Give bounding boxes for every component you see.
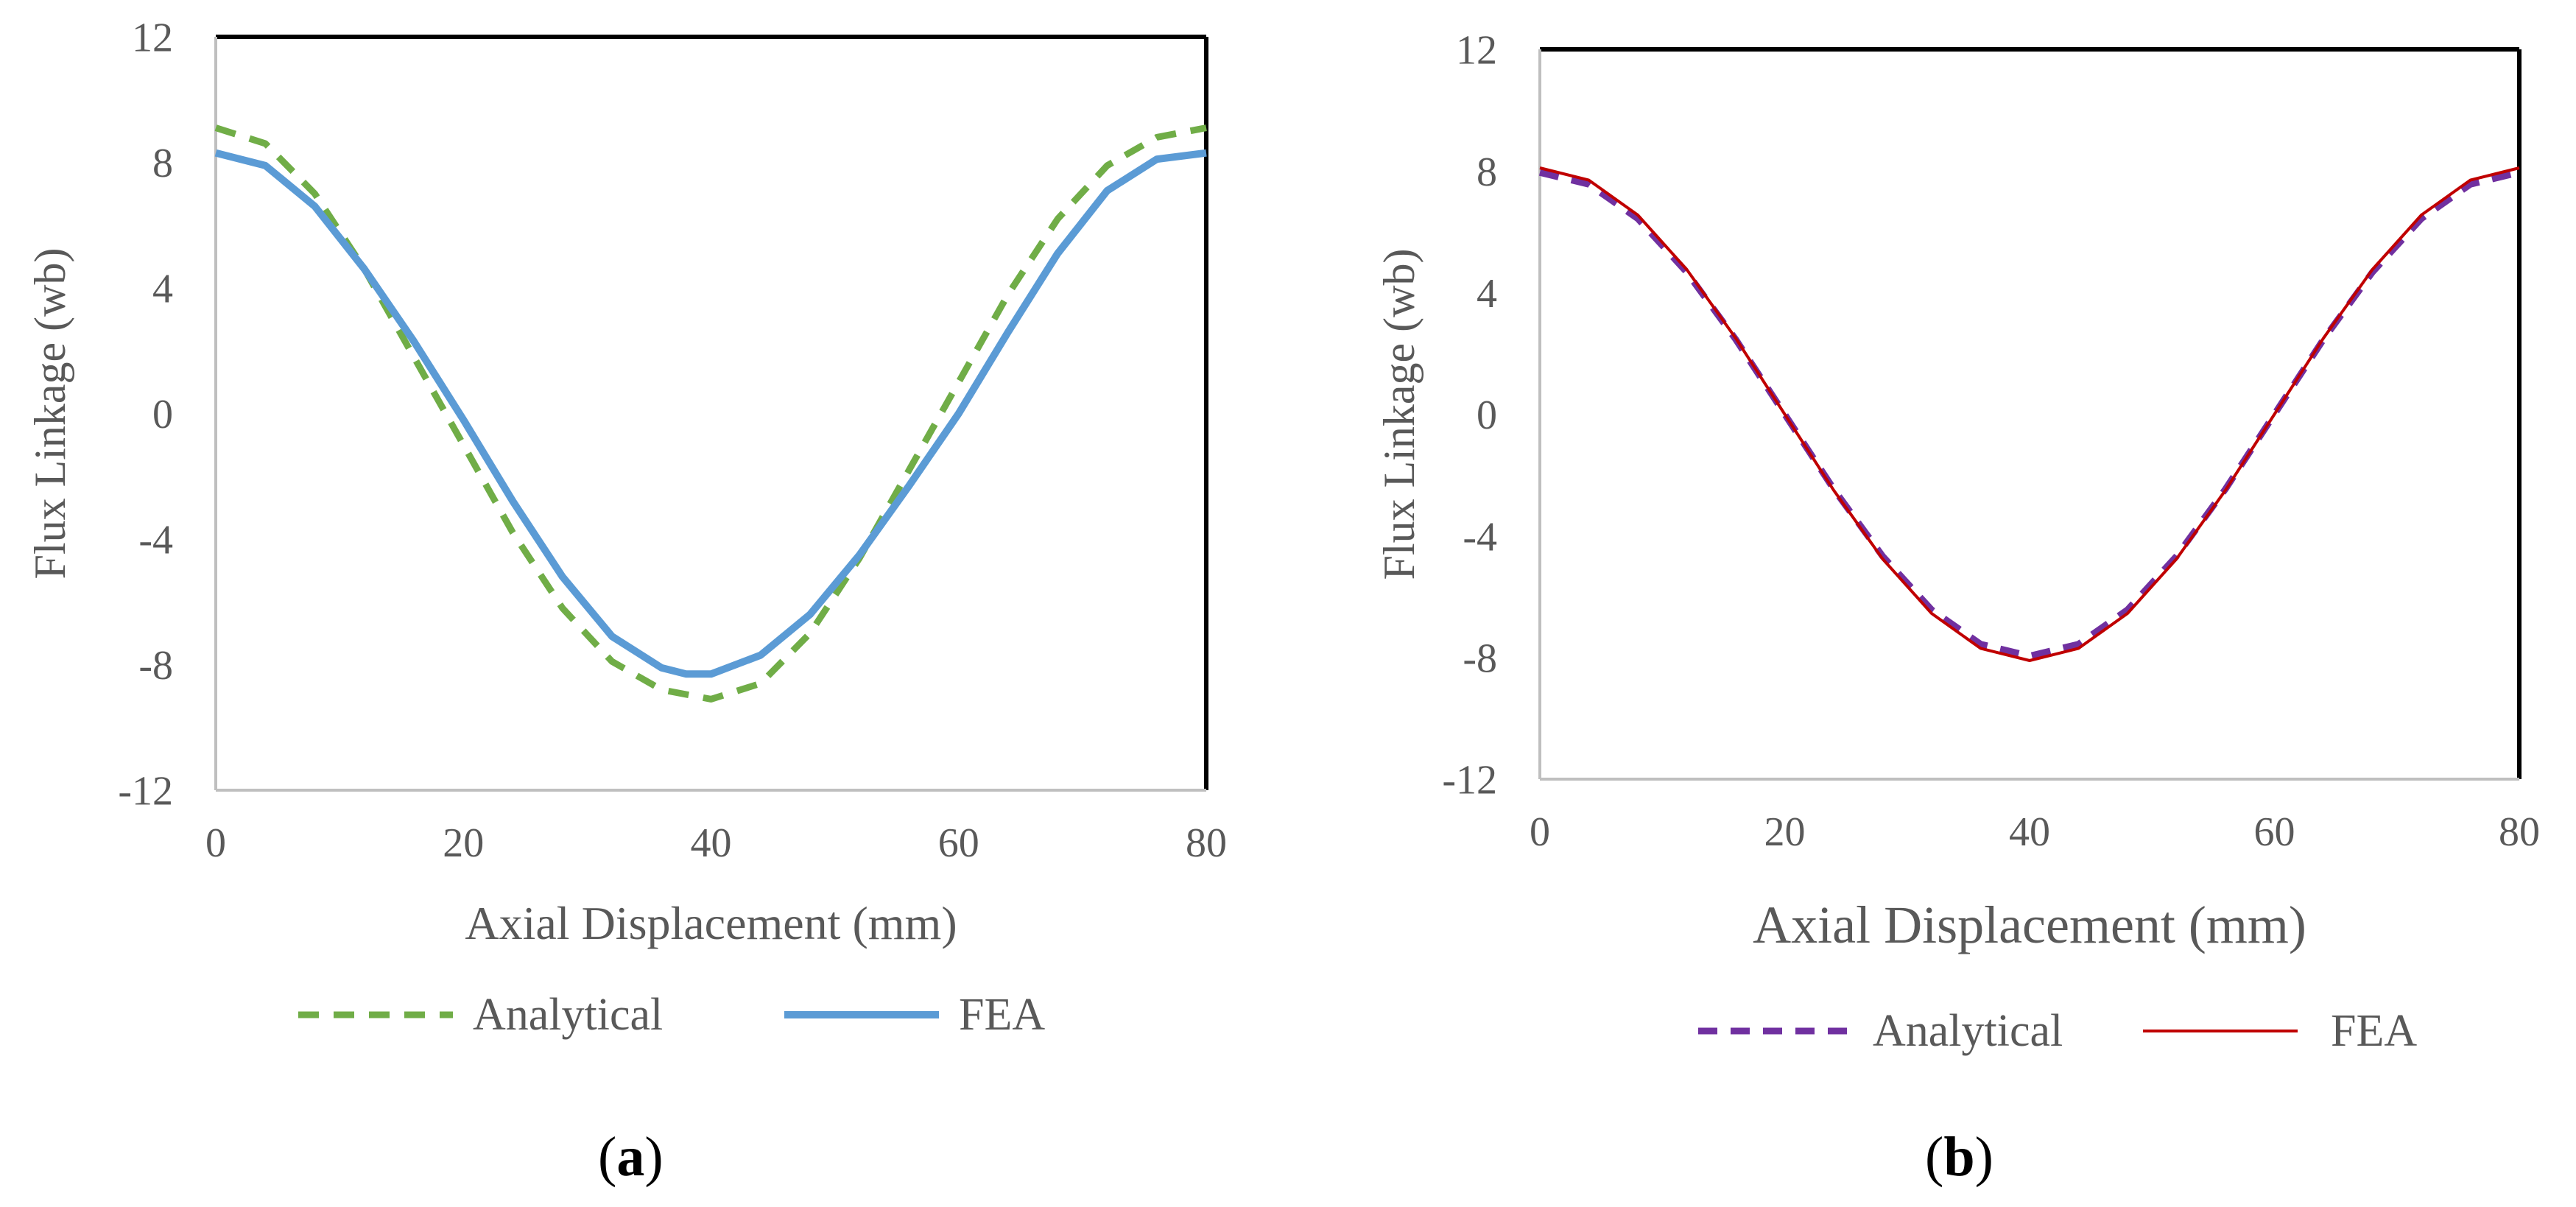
series-line-analytical xyxy=(1538,169,2521,660)
chart-a: -12 -8 -4 0 4 8 12 0 20 40 60 80 Axial Displacement … xyxy=(26,15,1227,1040)
x-tick-label: 20 xyxy=(1764,809,1806,855)
y-tick-label: -8 xyxy=(138,643,173,689)
y-tick-label: -12 xyxy=(1442,758,1497,803)
y-tick-label: 0 xyxy=(1477,393,1497,438)
legend-label-fea: FEA xyxy=(959,990,1045,1040)
x-tick-label: 60 xyxy=(938,820,979,866)
x-tick-label: 0 xyxy=(205,820,226,866)
panel-label-b: (b) xyxy=(1925,1126,1993,1188)
series-line-fea xyxy=(1539,166,2520,662)
y-tick-label: 4 xyxy=(1477,271,1497,317)
y-tick-label: 4 xyxy=(152,267,173,312)
y-tick-label: 12 xyxy=(1456,28,1497,74)
y-axis-title: Flux Linkage (wb) xyxy=(26,248,74,580)
y-tick-label: -4 xyxy=(1463,514,1497,560)
series-line-analytical xyxy=(214,124,1207,703)
y-tick-label: -12 xyxy=(118,769,173,814)
x-tick-label: 80 xyxy=(1186,820,1227,866)
y-tick-label: -4 xyxy=(138,518,173,563)
x-tick-label: 0 xyxy=(1530,809,1550,855)
x-tick-label: 20 xyxy=(443,820,484,866)
x-tick-label: 40 xyxy=(2009,809,2050,855)
legend-label-fea: FEA xyxy=(2331,1006,2417,1056)
series-line-fea xyxy=(214,149,1207,678)
y-tick-label: -8 xyxy=(1463,636,1497,681)
chart-b: -12 -8 -4 0 4 8 12 0 20 40 60 80 Axial Displacement … xyxy=(1375,28,2540,1056)
panel-label-a: (a) xyxy=(598,1126,664,1188)
x-tick-label: 60 xyxy=(2254,809,2295,855)
y-axis-title: Flux Linkage (wb) xyxy=(1375,249,1424,580)
y-tick-label: 12 xyxy=(132,15,173,61)
x-tick-label: 40 xyxy=(691,820,732,866)
x-tick-label: 80 xyxy=(2499,809,2540,855)
legend-label-analytical: Analytical xyxy=(473,990,663,1040)
y-tick-label: 8 xyxy=(1477,149,1497,195)
y-tick-label: 0 xyxy=(152,392,173,437)
y-tick-label: 8 xyxy=(152,141,173,186)
x-axis-title: Axial Displacement (mm) xyxy=(465,897,957,949)
legend-label-analytical: Analytical xyxy=(1873,1006,2063,1056)
x-axis-title: Axial Displacement (mm) xyxy=(1753,895,2306,954)
